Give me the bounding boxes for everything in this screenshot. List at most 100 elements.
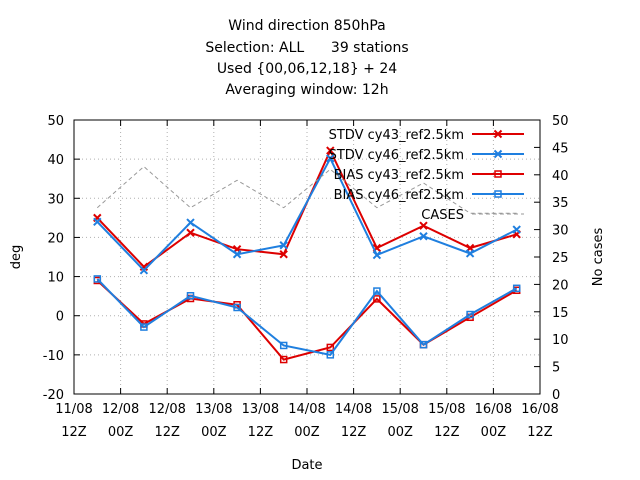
data-point bbox=[186, 292, 195, 300]
x-tick-label: 15/08 bbox=[381, 402, 418, 417]
y-tick-label: 10 bbox=[47, 271, 64, 286]
x-tick-label: 00Z bbox=[201, 425, 227, 440]
axis-ticks: -20 -10 0 10 20 30 40 50 0 5 10 15 20 25 30 35 40 45 50 11/… bbox=[43, 114, 569, 440]
y2-tick-label: 30 bbox=[552, 224, 569, 239]
legend-marker bbox=[494, 170, 502, 178]
data-point bbox=[326, 343, 335, 352]
series-group bbox=[93, 146, 521, 364]
data-point bbox=[93, 275, 102, 283]
data-point bbox=[465, 249, 475, 258]
y2-tick-label: 10 bbox=[552, 333, 569, 348]
series-4 bbox=[96, 165, 517, 214]
x-tick-label: 12Z bbox=[154, 425, 180, 440]
legend-item: STDV cy43_ref2.5km bbox=[329, 128, 524, 143]
data-point bbox=[233, 303, 241, 312]
chart-title-line-3: Used {00,06,12,18} + 24 bbox=[216, 61, 398, 77]
data-point bbox=[140, 323, 148, 331]
y2-tick-label: 40 bbox=[552, 169, 569, 184]
x-tick-label: 14/08 bbox=[335, 402, 372, 417]
data-point bbox=[419, 232, 428, 241]
chart-title-line-1: Wind direction 850hPa bbox=[228, 18, 386, 34]
x-tick-label: 13/08 bbox=[195, 402, 232, 417]
legend-label: BIAS cy43_ref2.5km bbox=[334, 168, 464, 183]
grid bbox=[74, 120, 540, 394]
data-point bbox=[279, 355, 288, 364]
y2-tick-label: 20 bbox=[552, 278, 569, 293]
x-tick-label: 12/08 bbox=[148, 402, 185, 417]
y-axis-label: deg bbox=[9, 245, 24, 270]
x-tick-label: 00Z bbox=[108, 425, 134, 440]
x-tick-label: 12/08 bbox=[102, 402, 139, 417]
legend-item: BIAS cy43_ref2.5km bbox=[334, 168, 524, 183]
x-tick-label: 14/08 bbox=[288, 402, 325, 417]
legend-marker bbox=[494, 190, 502, 198]
data-point bbox=[186, 228, 195, 237]
y-tick-label: -20 bbox=[43, 388, 64, 403]
x-tick-label: 12Z bbox=[341, 425, 367, 440]
data-point bbox=[372, 250, 382, 260]
data-point bbox=[419, 221, 428, 230]
x-tick-label: 00Z bbox=[294, 425, 320, 440]
legend-item: STDV cy46_ref2.5km bbox=[329, 148, 524, 163]
data-point bbox=[279, 250, 288, 259]
legend: STDV cy43_ref2.5km STDV cy46_ref2.5km BIAS… bbox=[329, 128, 524, 223]
series-line bbox=[96, 278, 518, 357]
x-tick-label: 00Z bbox=[481, 425, 507, 440]
y-tick-label: 50 bbox=[47, 114, 64, 129]
y2-axis-label: No cases bbox=[591, 228, 606, 287]
series-1 bbox=[93, 154, 521, 275]
x-tick-label: 11/08 bbox=[55, 402, 92, 417]
y2-tick-label: 25 bbox=[552, 251, 569, 266]
data-point bbox=[373, 295, 381, 303]
legend-label: BIAS cy46_ref2.5km bbox=[334, 188, 464, 203]
x-tick-label: 16/08 bbox=[475, 402, 512, 417]
legend-marker bbox=[493, 149, 503, 159]
x-tick-label: 12Z bbox=[61, 425, 87, 440]
data-point bbox=[466, 310, 474, 319]
y-tick-label: 30 bbox=[47, 192, 64, 207]
data-point bbox=[279, 241, 288, 250]
legend-marker bbox=[493, 129, 503, 139]
y-tick-label: 20 bbox=[47, 231, 64, 246]
data-point bbox=[512, 225, 521, 234]
y-tick-label: -10 bbox=[43, 349, 64, 364]
chart-title-line-4: Averaging window: 12h bbox=[225, 82, 389, 98]
series-line bbox=[96, 156, 518, 272]
y2-tick-label: 50 bbox=[552, 114, 569, 129]
legend-item: CASES bbox=[421, 208, 524, 223]
series-3 bbox=[93, 275, 521, 359]
legend-label: CASES bbox=[421, 208, 464, 223]
data-point bbox=[139, 266, 149, 275]
x-axis-label: Date bbox=[291, 458, 322, 473]
legend-label: STDV cy43_ref2.5km bbox=[329, 128, 464, 143]
y-tick-label: 40 bbox=[47, 153, 64, 168]
x-tick-label: 12Z bbox=[434, 425, 460, 440]
y2-tick-label: 0 bbox=[552, 388, 560, 403]
data-point bbox=[279, 341, 288, 350]
y2-tick-label: 45 bbox=[552, 141, 569, 156]
y-tick-label: 0 bbox=[56, 310, 64, 325]
chart-title-line-2: Selection: ALL 39 stations bbox=[205, 40, 409, 56]
legend-label: STDV cy46_ref2.5km bbox=[329, 148, 464, 163]
data-point bbox=[326, 351, 335, 359]
data-point bbox=[93, 217, 102, 226]
x-tick-label: 12Z bbox=[248, 425, 274, 440]
data-point bbox=[512, 284, 521, 293]
data-point bbox=[232, 250, 242, 259]
legend-item: BIAS cy46_ref2.5km bbox=[334, 188, 524, 203]
x-tick-label: 15/08 bbox=[428, 402, 465, 417]
data-point bbox=[326, 154, 335, 163]
x-tick-label: 16/08 bbox=[521, 402, 558, 417]
x-tick-label: 12Z bbox=[527, 425, 553, 440]
y2-tick-label: 5 bbox=[552, 361, 560, 376]
data-point bbox=[419, 340, 428, 349]
y2-tick-label: 35 bbox=[552, 196, 569, 211]
x-tick-label: 13/08 bbox=[242, 402, 279, 417]
data-point bbox=[373, 287, 381, 295]
data-point bbox=[326, 146, 335, 155]
x-tick-label: 00Z bbox=[387, 425, 413, 440]
series-line bbox=[96, 165, 517, 214]
y2-tick-label: 15 bbox=[552, 306, 569, 321]
data-point bbox=[186, 218, 195, 227]
